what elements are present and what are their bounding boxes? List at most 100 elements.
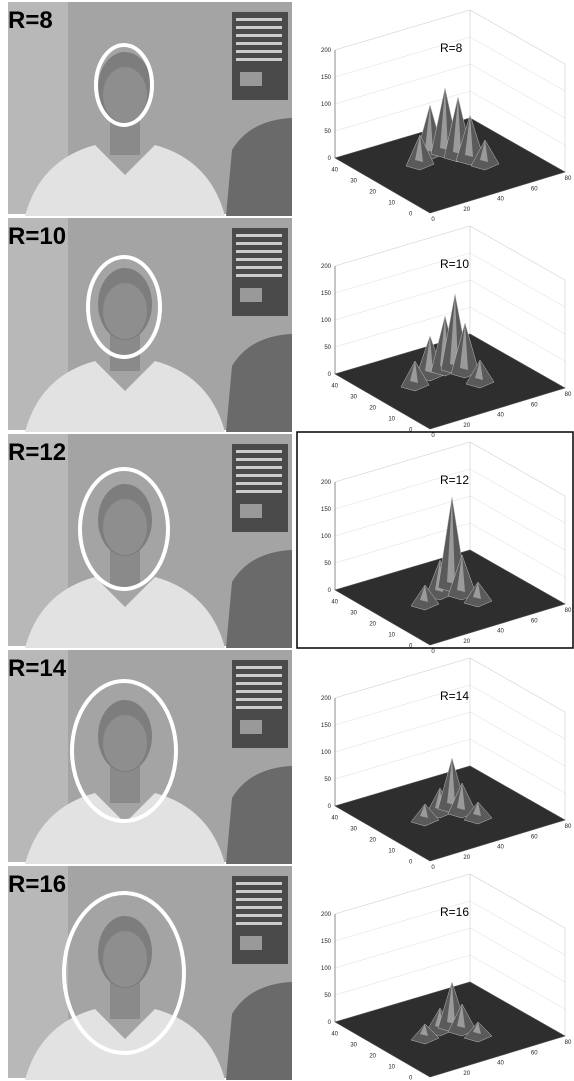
y-tick-label: 0 [409,859,413,865]
face [103,931,147,987]
poster-line [236,898,282,901]
surface-plot: R=10050100150200403020100020406080 [321,226,572,439]
poster-line [236,490,282,493]
photo [8,866,292,1080]
x-tick-label: 0 [431,865,435,871]
y-tick-label: 40 [331,383,338,389]
wall-grid [335,712,565,766]
x-tick-label: 80 [565,392,572,398]
z-tick-label: 100 [321,102,332,108]
poster-line [236,250,282,253]
poster-line [236,706,282,709]
y-tick-label: 30 [350,1042,357,1048]
wall-grid [335,442,565,496]
z-tick-label: 100 [321,966,332,972]
z-tick-label: 150 [321,507,332,513]
poster-line [236,690,282,693]
face [103,283,147,339]
face [103,715,147,771]
z-tick-label: 150 [321,723,332,729]
z-tick-label: 200 [321,264,332,270]
y-tick-label: 0 [409,1075,413,1081]
poster-line [236,474,282,477]
y-tick-label: 10 [388,1064,395,1070]
z-tick-label: 50 [324,777,331,783]
y-tick-label: 40 [331,815,338,821]
wall-grid [335,226,565,280]
poster [232,444,288,532]
poster-line [236,58,282,61]
x-tick-label: 80 [565,824,572,830]
z-tick-label: 200 [321,480,332,486]
x-tick-label: 40 [497,629,504,635]
y-tick-label: 20 [369,1053,376,1059]
poster-line [236,42,282,45]
figure: R=8R=8050100150200403020100020406080R=10… [0,0,574,1081]
surface-plot: R=8050100150200403020100020406080 [321,10,572,223]
row-label: R=10 [8,223,66,250]
figure-row: R=14R=14050100150200403020100020406080 [8,650,572,871]
poster-line [236,922,282,925]
wall-grid [335,928,565,982]
x-tick-label: 80 [565,1040,572,1046]
x-tick-label: 80 [565,176,572,182]
y-tick-label: 40 [331,599,338,605]
y-tick-label: 10 [388,632,395,638]
y-tick-label: 30 [350,394,357,400]
plot-title: R=10 [440,257,469,271]
plot-title: R=14 [440,689,469,703]
y-tick-label: 10 [388,416,395,422]
plot-title: R=16 [440,905,469,919]
figure-row: R=12R=12050100150200403020100020406080 [8,432,573,655]
row-label: R=8 [8,7,53,34]
x-tick-label: 40 [497,413,504,419]
y-tick-label: 20 [369,189,376,195]
z-tick-label: 200 [321,912,332,918]
poster [232,228,288,316]
row-label: R=14 [8,655,67,682]
x-tick-label: 0 [431,433,435,439]
surface-plot: R=16050100150200403020100020406080 [321,874,572,1081]
z-tick-label: 100 [321,318,332,324]
z-tick-label: 200 [321,696,332,702]
photo [8,218,292,432]
poster-line [236,34,282,37]
poster-line [236,698,282,701]
x-tick-label: 40 [497,845,504,851]
z-tick-label: 0 [328,804,332,810]
y-tick-label: 10 [388,200,395,206]
poster-line [236,458,282,461]
poster-line [236,682,282,685]
poster-box [240,72,262,86]
y-tick-label: 10 [388,848,395,854]
poster-line [236,914,282,917]
poster-box [240,288,262,302]
poster-line [236,50,282,53]
poster [232,660,288,748]
x-tick-label: 60 [531,402,538,408]
photo [8,2,292,216]
z-tick-label: 0 [328,372,332,378]
z-tick-label: 100 [321,534,332,540]
x-tick-label: 0 [431,217,435,223]
z-tick-label: 50 [324,561,331,567]
x-tick-label: 60 [531,618,538,624]
y-tick-label: 30 [350,178,357,184]
z-tick-label: 150 [321,291,332,297]
face [103,499,147,555]
row-label: R=12 [8,439,66,466]
plot-title: R=8 [440,41,463,55]
z-tick-label: 50 [324,345,331,351]
x-tick-label: 20 [463,639,470,645]
y-tick-label: 0 [409,211,413,217]
poster-line [236,274,282,277]
plot-title: R=12 [440,473,469,487]
x-tick-label: 20 [463,207,470,213]
z-tick-label: 50 [324,129,331,135]
poster-line [236,882,282,885]
poster-line [236,674,282,677]
poster-line [236,890,282,893]
